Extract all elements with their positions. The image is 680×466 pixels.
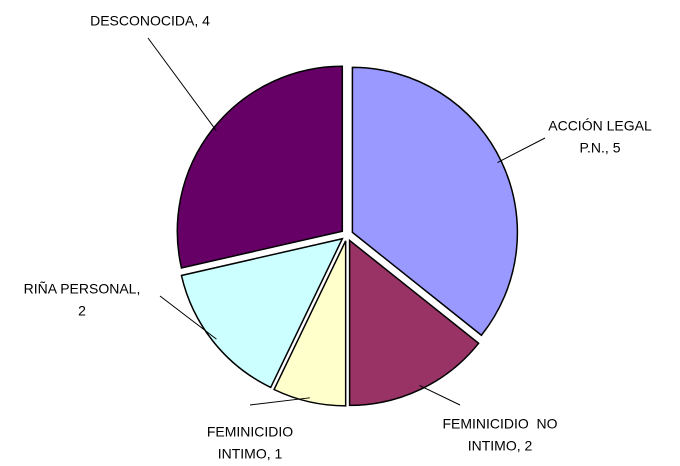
data-label: 2 <box>78 303 86 319</box>
pie-slice <box>176 65 344 269</box>
data-label: FEMINICIDIO NO <box>442 416 557 432</box>
data-label: ACCIÓN LEGAL <box>548 118 652 134</box>
leader-line <box>147 37 217 132</box>
data-label: RIÑA PERSONAL, <box>24 281 141 297</box>
leader-line <box>497 137 546 163</box>
data-label: P.N., 5 <box>580 140 621 156</box>
data-label: DESCONOCIDA, 4 <box>90 13 210 29</box>
data-label: INTIMO, 1 <box>218 446 283 461</box>
data-label: INTIMO, 2 <box>468 438 533 454</box>
pie-slice <box>348 238 480 407</box>
leader-line <box>249 397 310 406</box>
leader-line <box>159 295 217 340</box>
pie-slice <box>273 240 347 407</box>
pie-slice <box>180 237 344 389</box>
leader-line <box>419 385 461 406</box>
data-label: FEMINICIDIO <box>207 424 293 440</box>
